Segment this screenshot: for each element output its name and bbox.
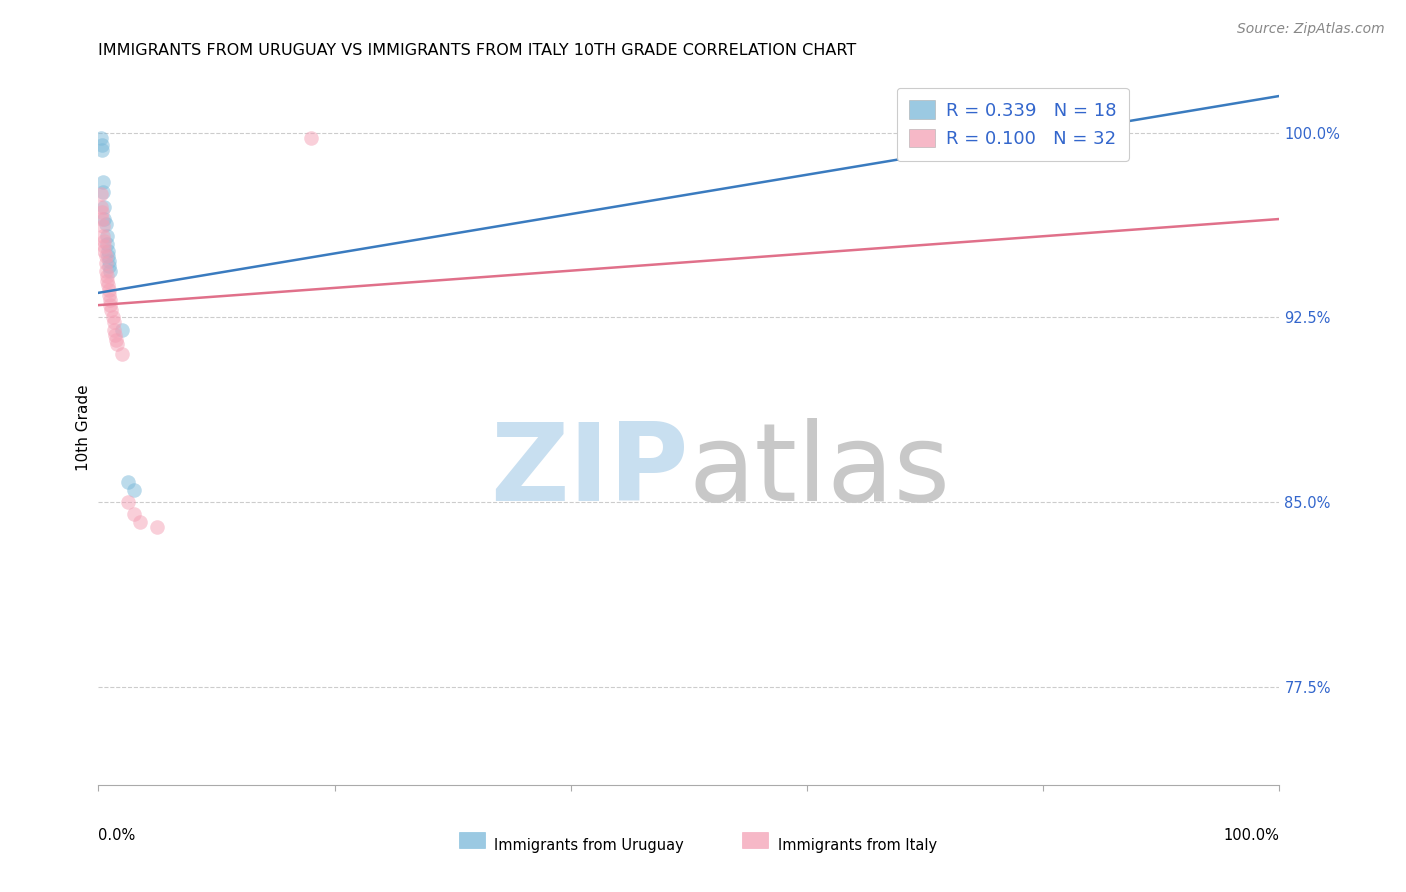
Text: ZIP: ZIP [491,418,689,524]
Point [98,253,121,268]
Text: Source: ZipAtlas.com: Source: ZipAtlas.com [1237,22,1385,37]
Point [96,273,118,287]
Y-axis label: 10th Grade: 10th Grade [76,384,91,472]
Point [97,278,120,293]
Point [98,263,121,277]
Point [91,229,114,244]
Point [98,293,121,308]
Point [122,508,145,522]
Point [104,327,127,342]
Point [94,256,117,270]
Point [117,495,139,509]
Point [105,337,128,351]
Text: IMMIGRANTS FROM URUGUAY VS IMMIGRANTS FROM ITALY 10TH GRADE CORRELATION CHART: IMMIGRANTS FROM URUGUAY VS IMMIGRANTS FR… [98,43,856,58]
Point [93,244,115,258]
Point [98,259,121,273]
Point [117,475,139,490]
Point [93,212,115,227]
Legend: R = 0.339   N = 18, R = 0.100   N = 32: R = 0.339 N = 18, R = 0.100 N = 32 [897,87,1129,161]
Point [128,515,150,529]
Point [94,249,117,263]
Point [91,185,114,199]
Bar [742,832,768,847]
Point [91,143,114,157]
Point [96,236,118,251]
Point [98,288,121,302]
Point [111,347,134,361]
Point [91,219,114,234]
Point [91,212,114,227]
Point [98,284,121,298]
Point [146,519,169,533]
Point [90,200,112,214]
Point [97,249,120,263]
Point [122,483,145,497]
Text: atlas: atlas [689,418,950,524]
Point [91,204,114,219]
Point [101,310,124,325]
Point [96,268,118,283]
Point [111,323,134,337]
Point [94,217,117,231]
Bar [458,832,485,847]
Point [103,323,125,337]
Point [93,239,115,253]
Point [100,303,122,318]
Point [90,130,112,145]
Point [91,175,114,189]
Text: 100.0%: 100.0% [1223,828,1279,843]
Point [96,229,118,244]
Text: Immigrants from Italy: Immigrants from Italy [778,838,936,854]
Point [93,234,115,248]
Text: 0.0%: 0.0% [98,828,135,843]
Text: Immigrants from Uruguay: Immigrants from Uruguay [494,838,683,854]
Point [103,315,125,329]
Point [93,200,115,214]
Point [91,138,114,153]
Point [90,187,112,202]
Point [98,298,121,312]
Point [299,130,322,145]
Point [97,244,120,258]
Point [105,333,128,347]
Point [94,263,117,277]
